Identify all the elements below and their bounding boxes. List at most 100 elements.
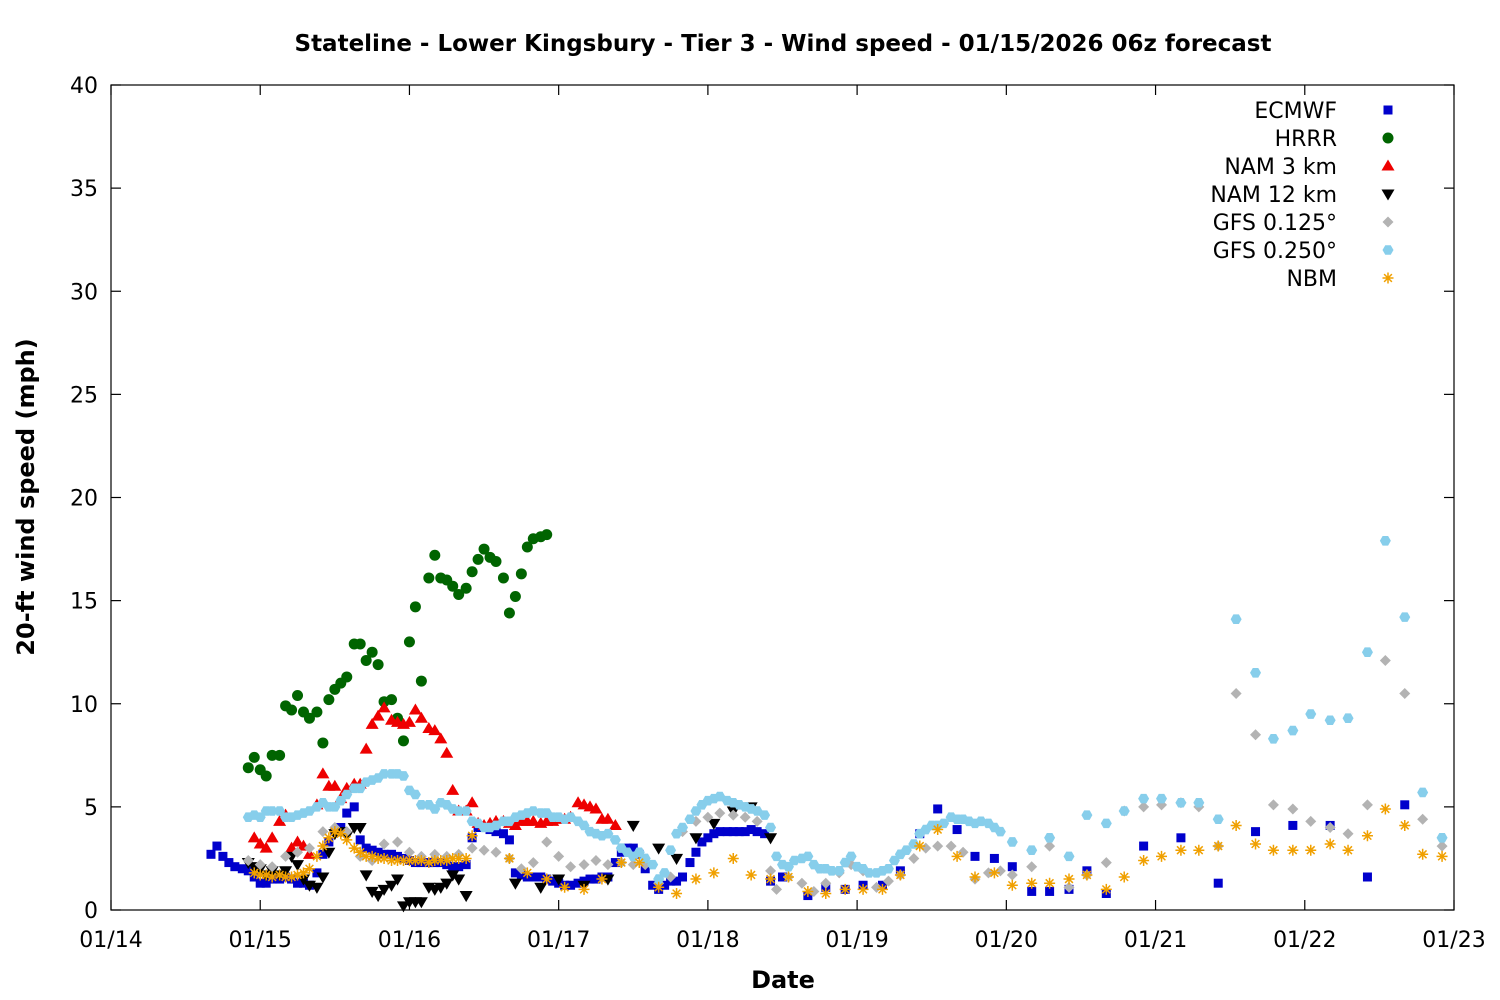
data-point — [578, 859, 590, 871]
data-point — [1063, 873, 1075, 885]
data-point — [566, 880, 576, 890]
data-point — [678, 872, 688, 882]
data-point — [932, 824, 944, 836]
data-point — [534, 882, 548, 894]
data-point — [1379, 536, 1391, 546]
data-point — [684, 814, 696, 825]
data-point — [751, 806, 763, 816]
data-point — [516, 870, 526, 880]
data-point — [490, 820, 502, 831]
series-2 — [247, 701, 622, 859]
x-tick-label: 01/21 — [1124, 928, 1187, 953]
data-point — [466, 566, 478, 578]
data-point — [526, 814, 540, 826]
data-point — [259, 841, 273, 853]
data-point — [1287, 844, 1299, 856]
data-point — [648, 880, 658, 890]
data-point — [771, 883, 783, 895]
data-point — [639, 853, 651, 864]
data-point — [403, 855, 415, 866]
data-point — [429, 855, 441, 866]
data-point — [1006, 869, 1018, 881]
legend-marker — [1382, 272, 1394, 284]
data-point — [274, 869, 286, 881]
data-point — [378, 838, 390, 850]
legend-label: NBM — [1286, 267, 1337, 292]
data-point — [266, 861, 278, 873]
data-point — [366, 646, 378, 658]
series-5 — [242, 536, 1448, 884]
data-point — [1100, 883, 1112, 895]
data-point — [392, 836, 404, 848]
data-point — [429, 549, 441, 561]
data-point — [341, 789, 353, 800]
data-point — [1212, 814, 1224, 825]
data-point — [274, 749, 286, 761]
data-point — [303, 806, 315, 816]
data-point — [1361, 647, 1373, 657]
data-point — [355, 835, 365, 845]
data-point — [1063, 881, 1075, 893]
data-point — [1324, 715, 1336, 726]
data-point — [1026, 861, 1038, 873]
data-point — [460, 582, 472, 594]
data-point — [591, 874, 601, 884]
data-point — [453, 852, 465, 864]
data-point — [765, 865, 777, 877]
data-point — [360, 850, 372, 862]
data-point — [1044, 833, 1056, 843]
data-point — [647, 859, 659, 870]
data-point — [771, 851, 783, 862]
data-point — [714, 791, 726, 802]
data-point — [1063, 851, 1075, 862]
data-point — [914, 840, 926, 852]
y-tick-label: 25 — [70, 383, 98, 408]
legend-marker — [1381, 159, 1395, 171]
data-point — [465, 796, 479, 808]
data-point — [348, 842, 360, 854]
data-point — [253, 837, 267, 849]
data-point — [672, 876, 682, 886]
data-point — [697, 837, 707, 847]
y-tick-label: 15 — [70, 590, 98, 615]
legend: ECMWF HRRR NAM 3 km NAM 12 km GFS 0.125° GFS … — [1210, 99, 1395, 292]
data-point — [727, 852, 739, 864]
data-point — [1399, 819, 1411, 831]
data-point — [521, 867, 533, 879]
data-point — [1267, 734, 1279, 744]
data-point — [367, 845, 377, 855]
data-point — [371, 891, 385, 903]
data-point — [248, 751, 260, 763]
data-point — [1156, 793, 1168, 804]
data-point — [1417, 787, 1429, 798]
data-point — [1230, 614, 1242, 624]
data-point — [1305, 815, 1317, 827]
data-point — [243, 866, 253, 876]
data-point — [490, 846, 502, 858]
data-point — [952, 825, 962, 835]
data-point — [1044, 877, 1056, 889]
data-point — [504, 835, 514, 845]
data-point — [727, 809, 739, 821]
data-point — [573, 878, 583, 888]
data-point — [397, 771, 409, 781]
y-tick-label: 30 — [70, 280, 98, 305]
data-point — [503, 607, 515, 619]
data-point — [826, 866, 838, 876]
data-point — [845, 851, 857, 862]
data-point — [1342, 844, 1354, 856]
x-tick-label: 01/23 — [1422, 928, 1485, 953]
data-point — [602, 828, 614, 839]
data-point — [1324, 822, 1336, 833]
data-point — [402, 715, 416, 727]
y-tick-label: 20 — [70, 487, 98, 512]
data-point — [310, 882, 324, 894]
data-point — [361, 843, 371, 853]
data-point — [559, 881, 571, 893]
data-point — [349, 802, 359, 812]
x-tick-label: 01/22 — [1273, 928, 1336, 953]
legend-label: ECMWF — [1254, 99, 1337, 124]
data-point — [1193, 844, 1205, 856]
legend-label: GFS 0.250° — [1213, 239, 1337, 264]
data-point — [448, 862, 458, 872]
